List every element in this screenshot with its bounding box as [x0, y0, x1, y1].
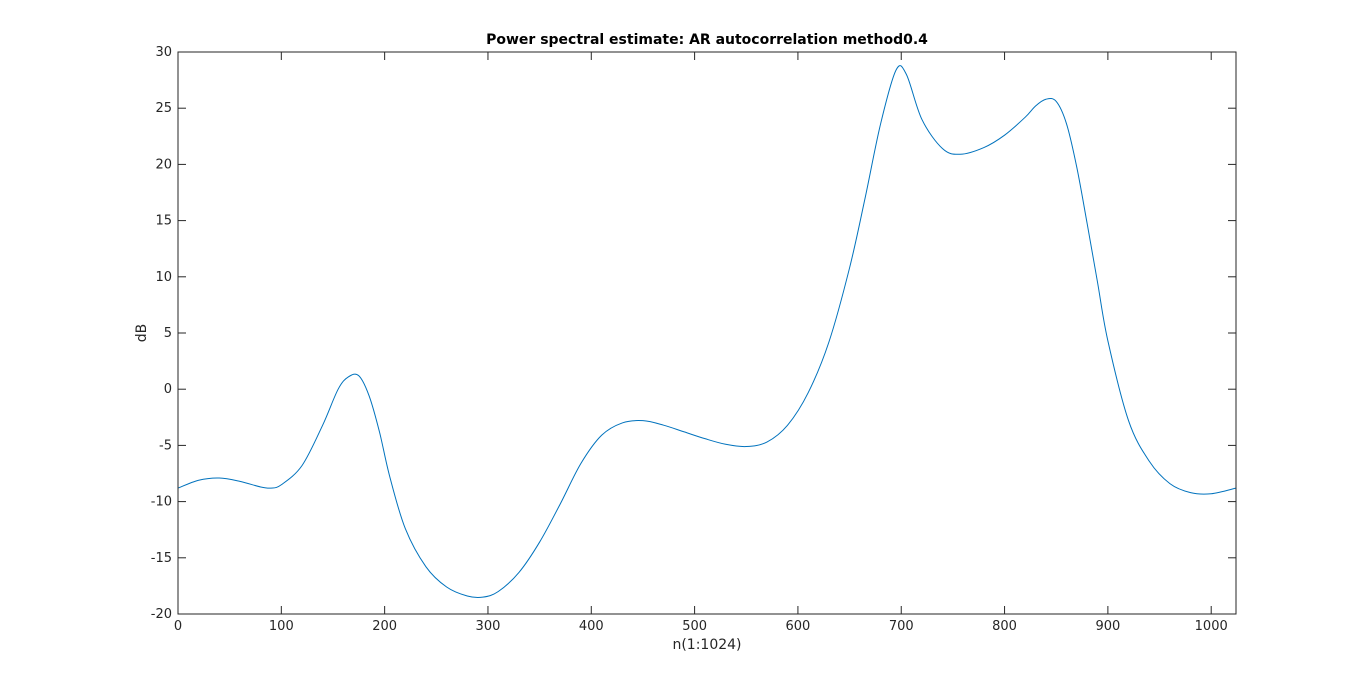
x-tick-label: 800 [992, 619, 1017, 634]
y-tick-label: -15 [151, 551, 172, 566]
y-tick-label: 20 [155, 157, 172, 172]
y-tick-label: -20 [151, 607, 172, 622]
x-tick-label: 600 [786, 619, 811, 634]
x-tick-label: 700 [889, 619, 914, 634]
axis-ticks [177, 51, 1236, 615]
y-tick-label: 25 [155, 101, 172, 116]
chart-title: Power spectral estimate: AR autocorrelat… [486, 32, 928, 48]
y-tick-label: -10 [151, 495, 172, 510]
y-tick-label: 15 [155, 214, 172, 229]
x-tick-label: 500 [682, 619, 707, 634]
y-tick-label: -5 [159, 438, 172, 453]
x-axis-label: n(1:1024) [672, 637, 741, 653]
x-tick-label: 300 [476, 619, 501, 634]
x-tick-label: 100 [269, 619, 294, 634]
y-axis-label: dB [134, 324, 150, 343]
y-tick-label: 5 [164, 326, 172, 341]
x-tick-label: 400 [579, 619, 604, 634]
tick-labels: 0 100 200 300 400 500 600 700 800 900 1000-20-15-1… [151, 45, 1228, 634]
series-line [177, 65, 1237, 599]
x-tick-label: 0 [174, 619, 182, 634]
y-tick-label: 30 [155, 45, 172, 60]
x-tick-label: 900 [1095, 619, 1120, 634]
y-tick-label: 10 [155, 270, 172, 285]
plot-area [177, 51, 1237, 615]
x-tick-label: 200 [372, 619, 397, 634]
y-tick-label: 0 [164, 382, 172, 397]
x-tick-label: 1000 [1195, 619, 1228, 634]
